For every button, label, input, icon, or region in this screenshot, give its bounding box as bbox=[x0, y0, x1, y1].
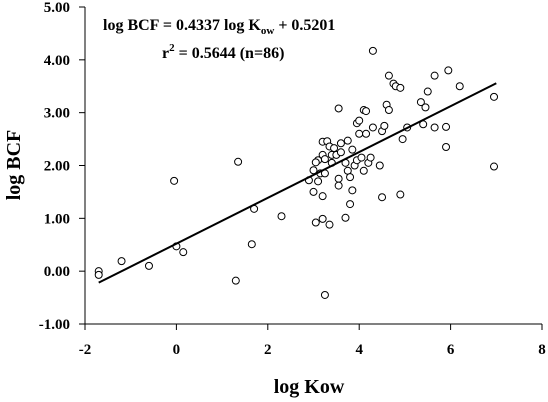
data-point bbox=[455, 82, 464, 91]
data-point bbox=[277, 212, 286, 221]
regression-line-group bbox=[98, 82, 497, 284]
r2-superscript: 2 bbox=[169, 42, 175, 54]
y-axis-title: log BCF bbox=[3, 130, 25, 201]
equation-subscript: ow bbox=[261, 25, 275, 37]
data-point bbox=[359, 166, 368, 175]
x-tick-label: 0 bbox=[173, 342, 181, 358]
data-point bbox=[170, 176, 179, 185]
data-point bbox=[311, 218, 320, 227]
y-tick-label: 2.00 bbox=[44, 159, 70, 175]
data-point bbox=[384, 106, 393, 115]
data-point bbox=[375, 161, 384, 170]
data-point bbox=[346, 173, 355, 182]
r2-suffix: = 0.5644 (n=86) bbox=[175, 45, 285, 62]
data-point bbox=[380, 121, 389, 130]
data-point bbox=[490, 92, 499, 101]
data-point bbox=[94, 270, 103, 279]
data-point bbox=[396, 83, 405, 92]
equation-prefix: log BCF = 0.4337 log K bbox=[103, 17, 261, 34]
r-squared-annotation: r2 = 0.5644 (n=86) bbox=[162, 42, 284, 62]
x-tick-label: 6 bbox=[447, 342, 455, 358]
data-point bbox=[325, 220, 334, 229]
data-point bbox=[421, 103, 430, 112]
r2-prefix: r bbox=[162, 45, 169, 62]
data-point bbox=[336, 148, 345, 157]
y-tick-label: 4.00 bbox=[44, 53, 70, 69]
data-point bbox=[490, 162, 499, 171]
data-point bbox=[309, 166, 318, 175]
data-point bbox=[357, 153, 366, 162]
data-point bbox=[179, 248, 188, 257]
data-point bbox=[343, 136, 352, 145]
data-point bbox=[396, 190, 405, 199]
axis-ticks: -2 0 2 4 6 8 -1.00 0.00 1.00 2.00 3.00 4.00 5.00 bbox=[39, 0, 546, 358]
data-point bbox=[311, 158, 320, 167]
data-point bbox=[398, 135, 407, 144]
data-point bbox=[234, 157, 243, 166]
data-point bbox=[368, 46, 377, 55]
data-point bbox=[423, 87, 432, 96]
data-point bbox=[144, 261, 153, 270]
data-points bbox=[94, 46, 499, 299]
data-point bbox=[117, 257, 126, 266]
regression-line bbox=[98, 82, 497, 284]
x-tick-label: 2 bbox=[264, 342, 272, 358]
data-point bbox=[384, 71, 393, 80]
data-point bbox=[318, 214, 327, 223]
x-axis-title: log Kow bbox=[274, 376, 345, 398]
equation-suffix: + 0.5201 bbox=[274, 17, 335, 34]
data-point bbox=[378, 193, 387, 202]
data-point bbox=[355, 129, 364, 138]
data-point bbox=[430, 123, 439, 132]
data-point bbox=[334, 174, 343, 183]
data-point bbox=[362, 129, 371, 138]
x-tick-label: -2 bbox=[79, 342, 92, 358]
data-point bbox=[348, 186, 357, 195]
data-point bbox=[430, 71, 439, 80]
data-point bbox=[355, 116, 364, 125]
data-point bbox=[314, 177, 323, 186]
equation-annotation: log BCF = 0.4337 log Kow + 0.5201 bbox=[103, 17, 335, 37]
data-point bbox=[330, 144, 339, 153]
y-tick-label: 1.00 bbox=[44, 211, 70, 227]
data-point bbox=[231, 276, 240, 285]
data-point bbox=[247, 240, 256, 249]
data-point bbox=[368, 123, 377, 132]
data-point bbox=[362, 107, 371, 116]
data-point bbox=[346, 200, 355, 209]
data-point bbox=[320, 155, 329, 164]
data-point bbox=[442, 122, 451, 131]
data-point bbox=[336, 139, 345, 148]
data-point bbox=[318, 192, 327, 201]
y-tick-label: 3.00 bbox=[44, 106, 70, 122]
data-point bbox=[341, 213, 350, 222]
data-point bbox=[334, 181, 343, 190]
data-point bbox=[320, 290, 329, 299]
x-tick-label: 8 bbox=[538, 342, 546, 358]
y-tick-label: 5.00 bbox=[44, 0, 70, 16]
data-point bbox=[334, 104, 343, 113]
y-tick-label: 0.00 bbox=[44, 264, 70, 280]
data-point bbox=[348, 145, 357, 154]
data-point bbox=[442, 143, 451, 152]
data-point bbox=[309, 187, 318, 196]
x-tick-label: 4 bbox=[355, 342, 363, 358]
data-point bbox=[444, 66, 453, 75]
y-tick-label: -1.00 bbox=[39, 317, 70, 333]
data-point bbox=[416, 98, 425, 107]
data-point bbox=[366, 153, 375, 162]
